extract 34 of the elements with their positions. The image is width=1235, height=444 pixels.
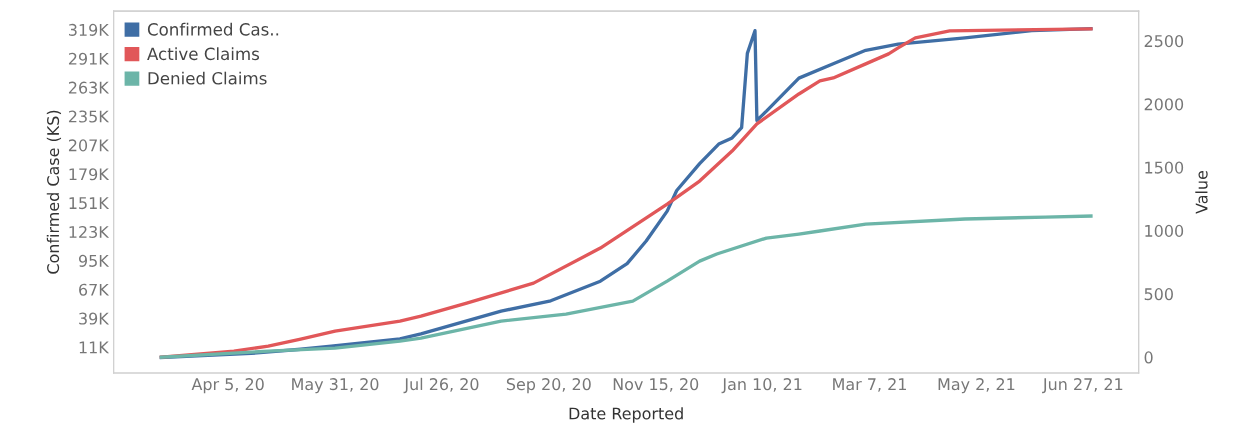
x-tick-label: Jan 10, 21 xyxy=(721,378,802,394)
y-tick-label: 179K xyxy=(69,168,110,181)
y-tick-label: 235K xyxy=(68,110,110,123)
y-tick-label: 319K xyxy=(69,23,110,36)
x-tick-label: Apr 5, 20 xyxy=(191,378,264,394)
y-tick-label: 11K xyxy=(79,341,110,354)
x-tick-label: Mar 7, 21 xyxy=(833,378,906,392)
line-series xyxy=(159,214,1093,359)
y-tick-label: 151K xyxy=(69,197,110,210)
x-tick-label: Jul 26, 20 xyxy=(403,377,479,394)
y2-tick-label: 1000 xyxy=(1145,224,1184,237)
x-axis-title: Date Reported xyxy=(569,407,683,423)
y2-tick-label: 2500 xyxy=(1144,35,1184,48)
y2-tick-label: 500 xyxy=(1144,288,1173,301)
legend-label: Denied Claims xyxy=(148,71,267,85)
x-tick-label: Nov 15, 20 xyxy=(613,378,699,392)
y-axis-title: Confirmed Case (KS) xyxy=(46,110,62,274)
x-tick-label: May 31, 20 xyxy=(292,378,379,394)
y-tick-label: 67K xyxy=(79,283,110,296)
y2-tick-label: 1500 xyxy=(1145,161,1184,174)
y2-axis-title: Value xyxy=(1195,170,1208,214)
y-tick-label: 39K xyxy=(79,312,110,325)
y-tick-label: 123K xyxy=(69,225,110,239)
y2-tick-label: 0 xyxy=(1144,351,1153,364)
y-tick-label: 207K xyxy=(68,139,110,152)
legend-label: Confirmed Cas.. xyxy=(147,22,279,36)
x-tick-label: Sep 20, 20 xyxy=(506,378,591,394)
y-tick-label: 263K xyxy=(68,81,110,94)
y2-tick-label: 2000 xyxy=(1144,98,1184,111)
y-tick-label: 95K xyxy=(78,254,110,267)
x-tick-label: Jun 27, 21 xyxy=(1042,378,1123,394)
x-tick-label: May 2, 21 xyxy=(938,378,1015,394)
y-tick-label: 291K xyxy=(68,52,110,65)
legend-label: Active Claims xyxy=(147,47,260,61)
